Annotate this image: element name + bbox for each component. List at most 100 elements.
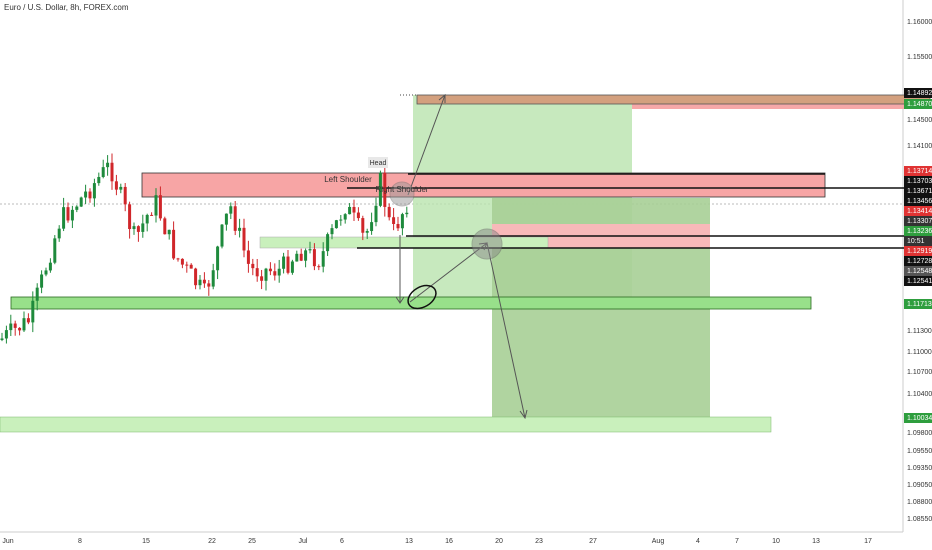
price-tag — [904, 166, 932, 176]
candle — [361, 218, 365, 233]
price-label: 1.11713 — [907, 301, 932, 308]
price-tag — [904, 176, 932, 186]
candle — [339, 219, 343, 221]
price-label: 1.11000 — [907, 349, 932, 356]
price-tag — [904, 256, 932, 266]
price-label: 1.12728 — [907, 258, 932, 265]
date-label: 13 — [405, 538, 413, 545]
candle — [97, 176, 101, 184]
candle — [4, 330, 8, 339]
price-tag — [904, 99, 932, 109]
candle — [334, 220, 338, 229]
candle — [84, 191, 88, 198]
candle — [40, 274, 44, 288]
candle — [141, 223, 145, 232]
candle — [220, 224, 224, 247]
candle — [273, 271, 277, 276]
candle — [238, 227, 242, 231]
arrow — [395, 235, 405, 304]
price-label: 1.13671 — [907, 188, 932, 195]
candle — [158, 195, 162, 219]
price-label: 1.16000 — [907, 19, 932, 26]
candle — [405, 212, 409, 215]
candle — [242, 227, 246, 251]
date-label: 13 — [812, 538, 820, 545]
candle — [189, 264, 193, 269]
candle — [70, 209, 74, 221]
price-label: 1.13714 — [907, 168, 932, 175]
small-zone — [259, 236, 549, 249]
candle — [260, 276, 264, 281]
candle — [44, 270, 48, 275]
candle — [53, 238, 57, 263]
candle — [150, 214, 154, 216]
candle — [13, 323, 17, 328]
candle — [392, 217, 396, 225]
candle — [0, 338, 4, 340]
candle — [282, 256, 286, 269]
date-label: 22 — [208, 538, 216, 545]
price-label: 1.13236 — [907, 228, 932, 235]
price-label: 1.12541 — [907, 278, 932, 285]
candle — [343, 214, 347, 220]
candle — [18, 327, 22, 331]
candle — [330, 228, 334, 235]
candle — [356, 212, 360, 219]
candle — [119, 186, 123, 190]
candle — [246, 250, 250, 264]
candle — [92, 183, 96, 199]
candle — [154, 195, 158, 216]
date-label: 7 — [735, 538, 739, 545]
candle — [110, 162, 114, 182]
candle — [308, 249, 312, 251]
date-label: 20 — [495, 538, 503, 545]
head-label: Head — [370, 160, 387, 167]
price-label: 1.12919 — [907, 248, 932, 255]
candle — [216, 246, 220, 271]
price-label: 1.09800 — [907, 430, 932, 437]
price-tag — [904, 276, 932, 286]
price-label: 1.13703 — [907, 178, 932, 185]
marker-circle — [389, 181, 415, 207]
candle — [299, 253, 303, 261]
candle — [211, 270, 215, 287]
label-box — [368, 157, 388, 168]
price-label: 1.10400 — [907, 391, 932, 398]
supply-box — [416, 94, 931, 105]
candle — [194, 268, 198, 286]
candle — [286, 256, 290, 273]
candle — [312, 249, 316, 267]
price-tag — [904, 206, 932, 216]
price-tag — [904, 236, 932, 246]
price-label: 1.14892 — [907, 90, 932, 97]
price-label: 1.10700 — [907, 369, 932, 376]
price-tag — [904, 299, 932, 309]
candle — [295, 253, 299, 262]
candle — [128, 204, 132, 230]
candle — [132, 226, 136, 230]
chart-title: Euro / U.S. Dollar, 8h, FOREX.com — [4, 3, 129, 12]
candle — [352, 206, 356, 213]
price-tag — [904, 266, 932, 276]
date-label: 4 — [696, 538, 700, 545]
candle — [31, 300, 35, 323]
candle — [88, 191, 92, 199]
candle — [400, 214, 404, 229]
candle — [224, 213, 228, 225]
price-label: 1.12548 — [907, 268, 932, 275]
candle — [136, 226, 140, 232]
left-shoulder-label: Left Shoulder — [324, 175, 372, 184]
date-label: 23 — [535, 538, 543, 545]
candles — [0, 153, 409, 344]
price-label: 1.13307 — [907, 218, 932, 225]
candle — [123, 186, 127, 205]
date-label: 17 — [864, 538, 872, 545]
candle — [9, 323, 13, 331]
candle — [101, 167, 105, 177]
candle — [207, 283, 211, 287]
candle — [57, 228, 61, 239]
price-label: 1.09550 — [907, 448, 932, 455]
candle — [172, 229, 176, 259]
marker-ellipse — [407, 284, 437, 310]
